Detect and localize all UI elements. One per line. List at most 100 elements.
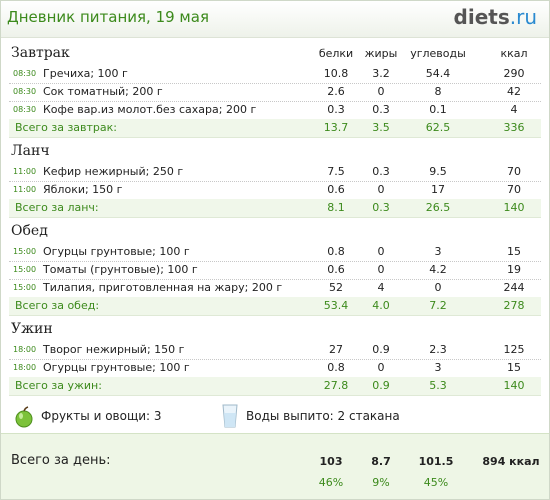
nutrient-value: 42 <box>507 85 521 98</box>
nutrient-value: 4 <box>377 281 385 294</box>
meal-total-row: Всего за завтрак: 13.7 3.5 62.5 336 <box>9 119 541 138</box>
nutrient-value: 0.3 <box>327 103 345 116</box>
nutrient-value: 0 <box>377 183 385 196</box>
nutrient-value: 0.3 <box>372 165 390 178</box>
nutrient-value: 140 <box>503 201 525 214</box>
food-name: Огурцы грунтовые; 100 г <box>43 245 190 258</box>
food-row: 08:30 Кофе вар.из молот.без сахара; 200 г… <box>9 101 541 120</box>
nutrient-value: 7.2 <box>429 299 447 312</box>
day-total-box: Всего за день: 103 8.7 101.5 894 ккал 46% 9% 45… <box>1 433 549 499</box>
nutrient-value: 3.2 <box>372 67 390 80</box>
nutrient-value: 8.1 <box>327 201 345 214</box>
day-total-percent: 9% <box>372 476 390 489</box>
day-total-percent: 46% <box>318 476 344 489</box>
apple-icon <box>15 406 33 428</box>
nutrient-value: 54.4 <box>425 67 451 80</box>
time: 18:00 <box>13 363 37 372</box>
food-row: 08:30 Сок томатный; 200 г 2.6 0 8 42 <box>9 83 541 102</box>
nutrient-value: 7.5 <box>327 165 345 178</box>
time: 08:30 <box>13 87 37 96</box>
fruits-count: Фрукты и овощи: 3 <box>41 409 162 423</box>
column-header: белки <box>318 47 354 60</box>
time: 15:00 <box>13 265 37 274</box>
food-row: 15:00 Тилапия, приготовленная на жару; 20… <box>9 279 541 298</box>
nutrient-value: 17 <box>431 183 445 196</box>
nutrient-value: 13.7 <box>323 121 349 134</box>
day-total-value: 103 <box>319 455 343 468</box>
meal-total-row: Всего за обед: 53.4 4.0 7.2 278 <box>9 297 541 316</box>
day-total-value: 894 ккал <box>482 455 540 468</box>
food-name: Тилапия, приготовленная на жару; 200 г <box>43 281 283 294</box>
nutrient-value: 0.6 <box>327 263 345 276</box>
day-total-percent: 45% <box>423 476 449 489</box>
food-row: 15:00 Томаты (грунтовые); 100 г 0.6 0 4.2 19 <box>9 261 541 280</box>
title: Дневник питания, 19 мая <box>7 8 209 26</box>
nutrient-value: 125 <box>503 343 525 356</box>
nutrient-value: 0 <box>377 85 385 98</box>
time: 18:00 <box>13 345 37 354</box>
column-header: углеводы <box>410 47 466 60</box>
nutrient-value: 2.3 <box>429 343 447 356</box>
food-name: Кефир нежирный; 250 г <box>43 165 184 178</box>
logo[interactable]: diets.ru <box>454 5 537 29</box>
nutrient-value: 3.5 <box>372 121 390 134</box>
glass-icon <box>222 404 238 428</box>
meal-total-row: Всего за ланч: 8.1 0.3 26.5 140 <box>9 199 541 218</box>
time: 08:30 <box>13 69 37 78</box>
nutrient-value: 70 <box>507 165 521 178</box>
meal-heading: Ланч <box>11 143 50 159</box>
time: 11:00 <box>13 167 37 176</box>
nutrient-value: 5.3 <box>429 379 447 392</box>
column-header: ккал <box>500 47 528 60</box>
header-bar: Дневник питания, 19 мая diets.ru <box>1 1 549 38</box>
logo-text[interactable]: diets <box>453 5 510 29</box>
meal-heading: Ужин <box>11 321 53 337</box>
nutrient-value: 0.1 <box>429 103 447 116</box>
time: 11:00 <box>13 185 37 194</box>
nutrient-value: 0 <box>377 245 385 258</box>
food-row: 15:00 Огурцы грунтовые; 100 г 0.8 0 3 15 <box>9 243 541 262</box>
nutrient-value: 15 <box>507 361 521 374</box>
nutrient-value: 15 <box>507 245 521 258</box>
nutrient-value: 0.3 <box>372 103 390 116</box>
time: 08:30 <box>13 105 37 114</box>
food-name: Яблоки; 150 г <box>43 183 123 196</box>
nutrient-value: 244 <box>503 281 525 294</box>
nutrient-value: 10.8 <box>323 67 349 80</box>
food-name: Творог нежирный; 150 г <box>43 343 185 356</box>
logo-suffix[interactable]: .ru <box>509 5 537 29</box>
time: 15:00 <box>13 283 37 292</box>
day-total-label: Всего за день: <box>11 453 111 468</box>
meal-heading: Завтрак <box>11 45 70 61</box>
time: 15:00 <box>13 247 37 256</box>
food-row: 11:00 Кефир нежирный; 250 г 7.5 0.3 9.5 70 <box>9 163 541 182</box>
nutrient-value: 278 <box>503 299 525 312</box>
food-name: Огурцы грунтовые; 100 г <box>43 361 190 374</box>
food-name: Кофе вар.из молот.без сахара; 200 г <box>43 103 257 116</box>
nutrient-value: 3 <box>434 245 442 258</box>
day-total-value: 101.5 <box>418 455 454 468</box>
meal-total-row: Всего за ужин: 27.8 0.9 5.3 140 <box>9 377 541 396</box>
nutrient-value: 3 <box>434 361 442 374</box>
nutrient-value: 0 <box>377 361 385 374</box>
nutrient-value: 290 <box>503 67 525 80</box>
nutrient-value: 53.4 <box>323 299 349 312</box>
food-row: 11:00 Яблоки; 150 г 0.6 0 17 70 <box>9 181 541 200</box>
total-label: Всего за ланч: <box>15 201 99 214</box>
day-total-value: 8.7 <box>371 455 391 468</box>
nutrient-value: 0.8 <box>327 245 345 258</box>
nutrient-value: 0.9 <box>372 343 390 356</box>
nutrient-value: 52 <box>329 281 343 294</box>
nutrient-value: 4.0 <box>372 299 390 312</box>
nutrient-value: 0.9 <box>372 379 390 392</box>
nutrient-value: 62.5 <box>425 121 451 134</box>
column-header: жиры <box>364 47 398 60</box>
nutrient-value: 0.3 <box>372 201 390 214</box>
food-row: 08:30 Гречиха; 100 г 10.8 3.2 54.4 290 <box>9 65 541 84</box>
nutrient-value: 4 <box>510 103 518 116</box>
food-name: Сок томатный; 200 г <box>43 85 163 98</box>
water-count: Воды выпито: 2 стакана <box>246 409 400 423</box>
total-label: Всего за завтрак: <box>15 121 118 134</box>
food-name: Гречиха; 100 г <box>43 67 128 80</box>
